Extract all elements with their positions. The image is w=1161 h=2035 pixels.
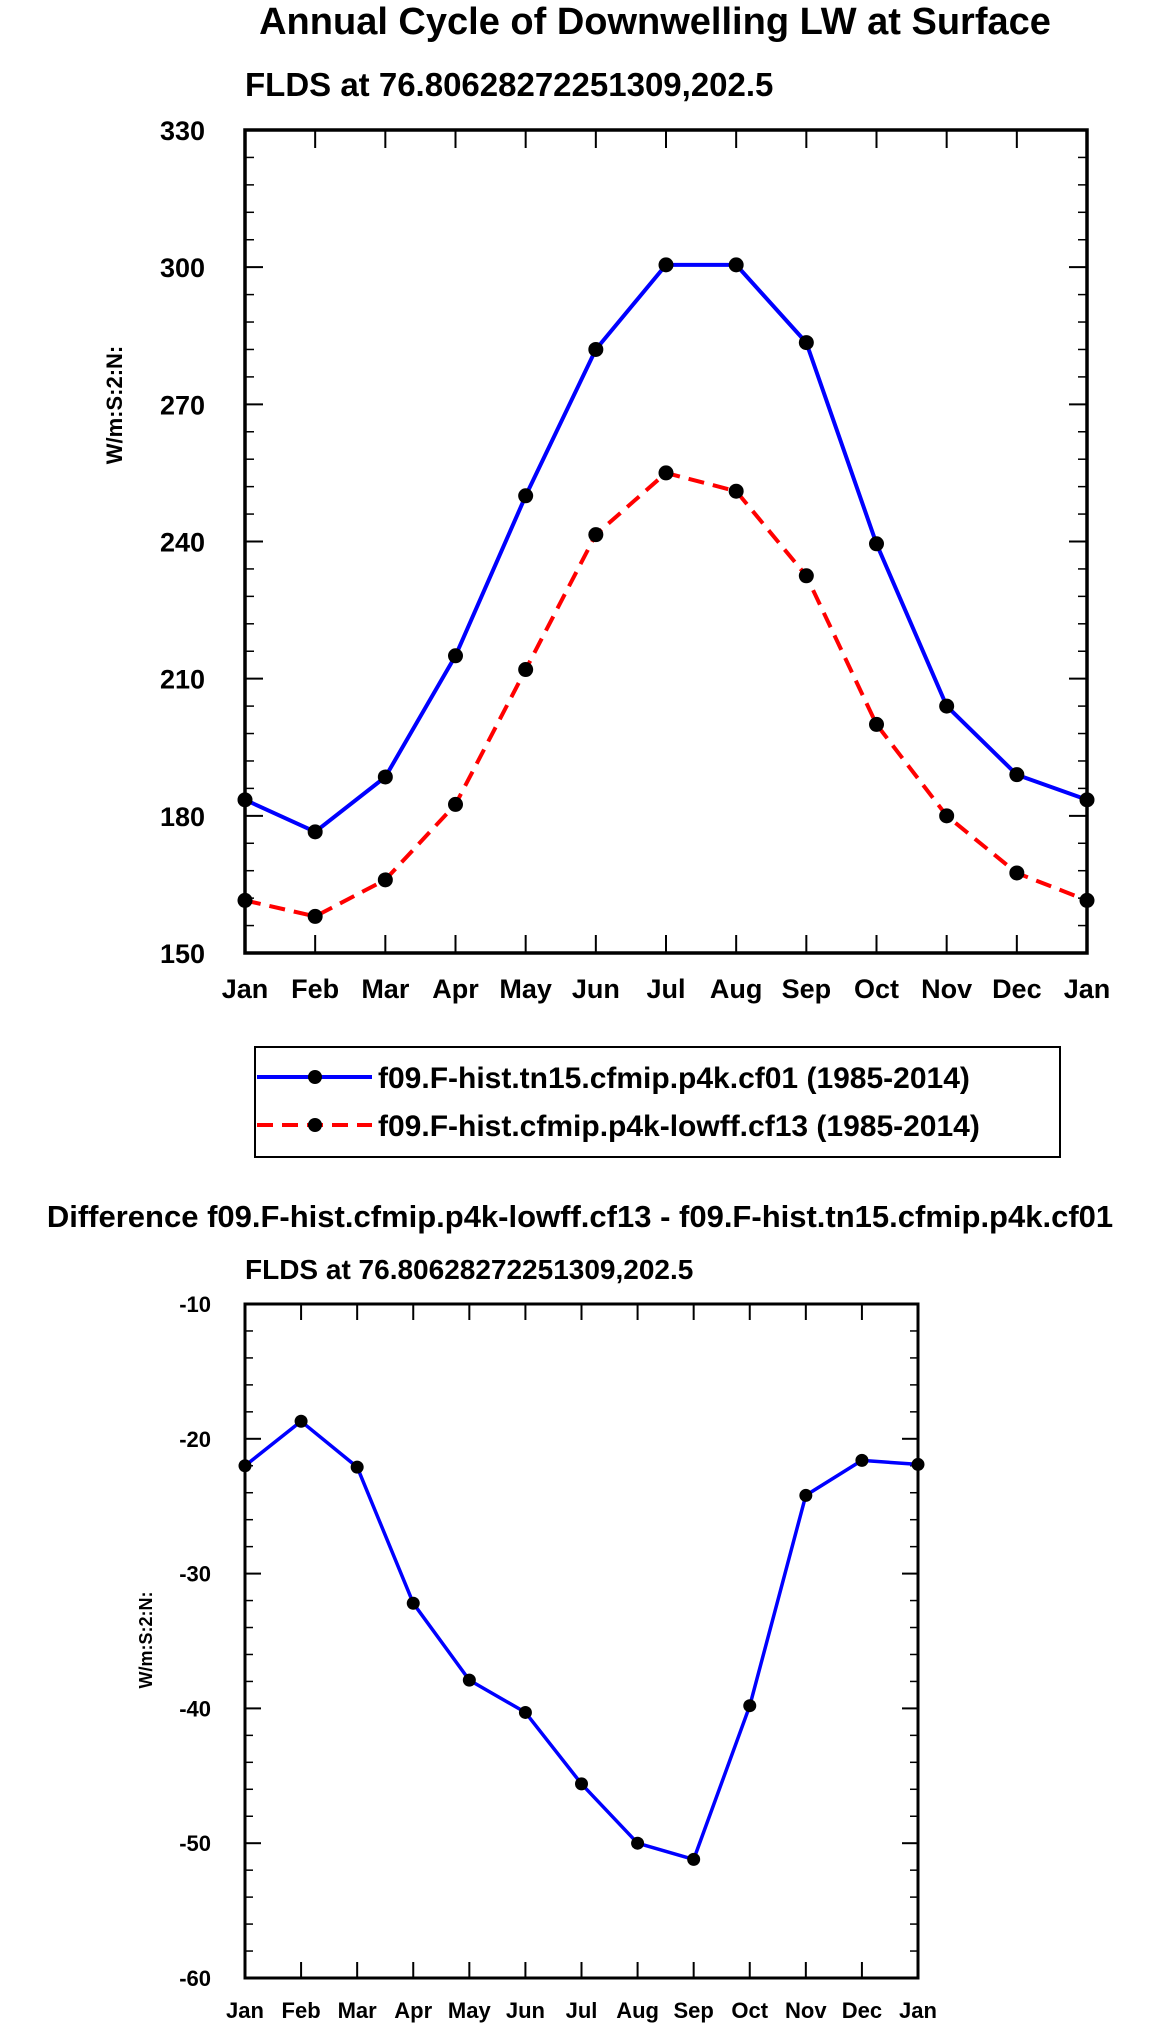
chart1-series-2-point	[518, 662, 534, 678]
chart1-series-2-point	[1009, 865, 1025, 881]
chart2-series-1-line	[243, 1419, 919, 1862]
chart1-xtick-label: Nov	[921, 974, 972, 1004]
chart2-ytick-label: -20	[179, 1427, 211, 1452]
legend-box	[254, 1046, 1061, 1158]
chart2-xtick-label: Jun	[506, 1998, 545, 2023]
chart2-xtick-label: Aug	[616, 1998, 659, 2023]
legend-marker-series1	[308, 1070, 322, 1084]
chart2-series-1-point	[799, 1488, 813, 1502]
chart2-series-1-point	[406, 1596, 420, 1610]
chart1-series-1-line	[244, 262, 1088, 834]
chart1-series-1-point	[798, 335, 814, 351]
chart1-ytick-label: 240	[160, 528, 205, 558]
chart1-series-1-point	[588, 341, 604, 357]
chart1-series-2-point	[448, 796, 463, 812]
chart1-xtick-label: Dec	[992, 974, 1042, 1004]
chart2-series-1-point	[294, 1414, 308, 1428]
chart2-xtick-label: Feb	[282, 1998, 321, 2023]
chart2-ylabel: W/m:S:2:N:	[136, 1592, 156, 1689]
chart2-xtick-label: Nov	[785, 1998, 827, 2023]
chart2-title: Difference f09.F-hist.cfmip.p4k-lowff.cf…	[47, 1199, 1113, 1234]
chart1-xtick-label: Jul	[646, 974, 685, 1004]
chart2-series-1-point	[911, 1457, 925, 1471]
chart1-series-2-point	[588, 527, 604, 543]
chart1-ylabel: W/m:S:2:N:	[102, 346, 127, 465]
chart2-series-1-point	[687, 1852, 701, 1866]
chart1-series-1-point	[307, 824, 323, 840]
chart1-xtick-label: May	[499, 974, 552, 1004]
chart1-xtick-label: Aug	[710, 974, 762, 1004]
legend-label-series1: f09.F-hist.tn15.cfmip.p4k.cf01 (1985-201…	[378, 1062, 970, 1095]
chart1-subtitle: FLDS at 76.80628272251309,202.5	[245, 66, 773, 103]
chart1-series-2-point	[237, 892, 253, 908]
chart2-series-1-point	[631, 1836, 645, 1850]
chart2-frame	[243, 1302, 920, 1980]
chart2-ytick-label: -10	[179, 1292, 211, 1317]
chart2-ytick-label: -50	[179, 1831, 211, 1856]
chart1-ytick-label: 300	[160, 253, 205, 283]
chart1-xtick-label: Jan	[1064, 974, 1111, 1004]
chart2-subtitle: FLDS at 76.80628272251309,202.5	[245, 1254, 693, 1285]
chart2-xtick-label: Dec	[842, 1998, 882, 2023]
chart1-series-2-point	[307, 908, 323, 924]
chart2-xtick-label: May	[448, 1998, 492, 2023]
chart2-series-1-point	[350, 1460, 364, 1474]
chart1-series-1-point	[658, 257, 674, 273]
chart1-series-1-point	[1009, 767, 1025, 783]
chart1-series-1-point	[448, 648, 463, 664]
chart1-series-1-point	[518, 488, 534, 504]
chart2-ytick-label: -60	[179, 1966, 211, 1991]
chart1-series-1-point	[728, 257, 744, 273]
chart2-series-1-point	[462, 1673, 476, 1687]
chart1-series-2-point	[939, 808, 955, 824]
chart2-xtick-label: Sep	[673, 1998, 713, 2023]
chart1-xtick-label: Oct	[854, 974, 899, 1004]
chart2-series-1-point	[575, 1777, 588, 1791]
chart1-series-2-point	[658, 465, 674, 481]
chart1-series-1-point	[237, 792, 253, 808]
chart2-xtick-label: Jan	[899, 1998, 937, 2023]
chart2-xtick-label: Apr	[394, 1998, 432, 2023]
chart2-series-1-point	[518, 1705, 532, 1719]
chart1-ytick-label: 210	[160, 665, 205, 695]
chart1-xtick-label: Jun	[572, 974, 620, 1004]
chart1-ytick-label: 150	[160, 939, 205, 969]
chart1-series-2-point	[798, 568, 814, 584]
chart1-xtick-label: Mar	[361, 974, 410, 1004]
chart2-xtick-label: Jul	[566, 1998, 598, 2023]
chart1-series-2-point	[869, 716, 884, 732]
chart2-series-1-point	[743, 1699, 757, 1713]
chart1-series-2-line	[244, 470, 1088, 919]
legend-label-series2: f09.F-hist.cfmip.p4k-lowff.cf13 (1985-20…	[378, 1110, 980, 1143]
chart2-xtick-label: Mar	[338, 1998, 378, 2023]
chart1-title: Annual Cycle of Downwelling LW at Surfac…	[259, 1, 1051, 43]
chart1-ytick-label: 180	[160, 802, 205, 832]
chart1-legend: f09.F-hist.tn15.cfmip.p4k.cf01 (1985-201…	[254, 1046, 1061, 1158]
legend-marker-series2	[308, 1118, 322, 1132]
chart2-ytick-label: -30	[179, 1562, 211, 1587]
chart1-xtick-label: Sep	[782, 974, 832, 1004]
chart1-plot-area: 150 180 210 240 270 300 330 Jan Feb Mar Apr May Jun J…	[160, 116, 1110, 1004]
chart2-series-1-point	[238, 1459, 252, 1473]
chart2-xtick-label: Oct	[731, 1998, 768, 2023]
chart2-ytick-label: -40	[179, 1696, 211, 1721]
chart1-series-1-point	[377, 769, 393, 785]
chart2-series-1-point	[855, 1453, 869, 1467]
chart2-xtick-label: Jan	[226, 1998, 264, 2023]
chart2-plot-area: -60 -50 -40 -30 -20 -10 Jan Feb Mar Apr May Jun Jul A…	[179, 1292, 937, 2023]
chart1-series-2-point	[377, 872, 393, 888]
chart1-xtick-label: Feb	[291, 974, 339, 1004]
chart1-xtick-label: Apr	[432, 974, 479, 1004]
chart1-series-2-point	[728, 483, 744, 499]
chart1-series-2-point	[1079, 892, 1095, 908]
chart1-ytick-label: 270	[160, 390, 205, 420]
chart1-series-1-point	[869, 536, 884, 552]
chart1-series-1-point	[1079, 792, 1095, 808]
chart1-series-1-point	[939, 698, 955, 714]
chart1-ytick-label: 330	[160, 116, 205, 146]
chart1-xtick-label: Jan	[222, 974, 269, 1004]
